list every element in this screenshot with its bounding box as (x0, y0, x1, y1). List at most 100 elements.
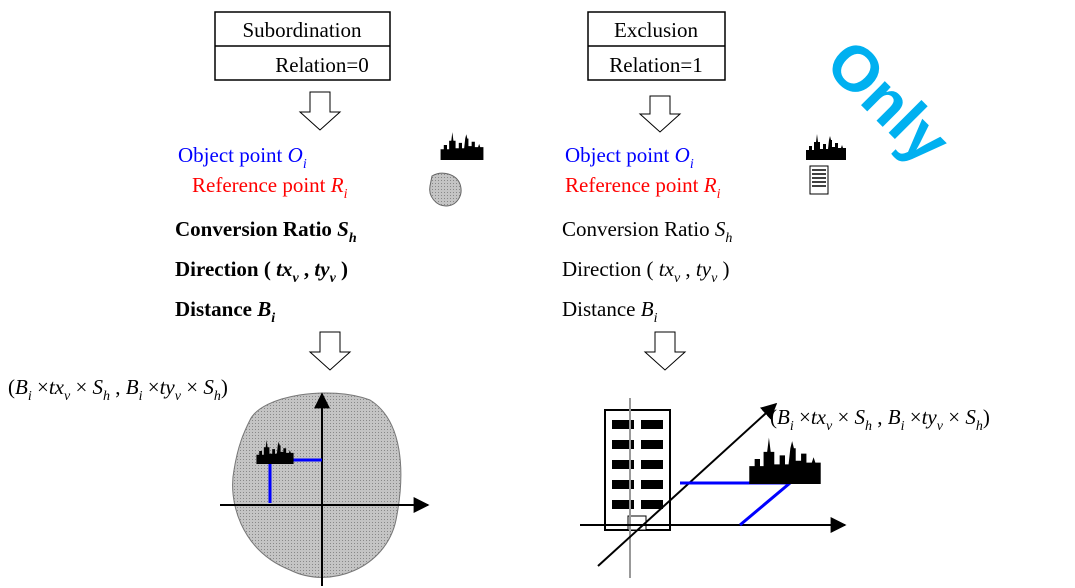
text-run: Reference point (565, 173, 704, 197)
text-run: ty (314, 257, 330, 281)
box-relation: Relation=1 (609, 53, 703, 77)
text-run: Distance (175, 297, 257, 321)
text-run: tx (811, 405, 827, 429)
text-run: B (641, 297, 654, 321)
text-run: Conversion Ratio (175, 217, 337, 241)
text-line: Object point Oi (178, 143, 307, 172)
text-run: S (715, 217, 726, 241)
text-line: Conversion Ratio Sh (175, 217, 357, 246)
subscript: h (865, 419, 872, 434)
box-relation: Relation=0 (275, 53, 369, 77)
down-arrow (638, 95, 682, 133)
text-line: Distance Bi (175, 297, 275, 326)
y-axis (597, 402, 778, 567)
text-run: × (905, 405, 922, 429)
box-title: Subordination (243, 18, 362, 42)
text-run: ( (8, 375, 15, 399)
subscript: v (711, 271, 718, 286)
text-run: × (943, 405, 965, 429)
text-run: Conversion Ratio (562, 217, 715, 241)
subscript: h (976, 419, 983, 434)
text-run: B (256, 297, 271, 321)
text-line: Direction ( txv , tyv ) (562, 257, 730, 286)
text-line: Reference point Ri (565, 173, 721, 202)
text-line: Distance Bi (562, 297, 658, 326)
down-arrow (643, 331, 687, 371)
text-run: ) (717, 257, 729, 281)
text-run: ) (983, 405, 990, 429)
text-run: ty (922, 405, 938, 429)
text-run: ty (160, 375, 176, 399)
text-line: Reference point Ri (192, 173, 348, 202)
text-run: tx (659, 257, 675, 281)
subscript: i (344, 187, 348, 202)
subscript: i (901, 419, 905, 434)
text-run: B (126, 375, 139, 399)
text-run: Reference point (192, 173, 331, 197)
text-run: × (32, 375, 49, 399)
text-run: O (675, 143, 690, 167)
building (604, 409, 671, 531)
subscript: v (674, 271, 681, 286)
subscript: h (214, 389, 221, 404)
subscript: v (330, 271, 337, 286)
text-run: , (110, 375, 126, 399)
text-run: × (794, 405, 811, 429)
subscript: i (790, 419, 794, 434)
subscript: h (103, 389, 110, 404)
text-run: , (299, 257, 315, 281)
subscript: i (271, 311, 275, 326)
subscript: v (826, 419, 833, 434)
subscript: v (937, 419, 944, 434)
text-run: ty (696, 257, 712, 281)
text-run: × (143, 375, 160, 399)
text-line: Object point Oi (565, 143, 694, 172)
down-arrow (298, 91, 342, 131)
text-line: (Bi ×txv × Sh , Bi ×tyv × Sh) (8, 375, 228, 404)
subscript: i (303, 157, 307, 172)
subscript: i (690, 157, 694, 172)
text-run: tx (276, 257, 292, 281)
text-run: B (15, 375, 28, 399)
subscript: h (725, 231, 732, 246)
text-run: B (777, 405, 790, 429)
subscript: i (717, 187, 721, 202)
text-run: ) (336, 257, 348, 281)
city-icon (749, 437, 821, 484)
text-run: , (680, 257, 696, 281)
subscript: v (64, 389, 71, 404)
text-run: B (888, 405, 901, 429)
subscript: i (139, 389, 143, 404)
text-run: S (93, 375, 104, 399)
offset-path (680, 481, 795, 527)
text-run: ( (770, 405, 777, 429)
text-run: O (288, 143, 303, 167)
text-run: Direction ( (562, 257, 659, 281)
city-icon (440, 132, 484, 160)
text-line: (Bi ×txv × Sh , Bi ×tyv × Sh) (770, 405, 990, 434)
text-run: Direction ( (175, 257, 276, 281)
building-icon (809, 165, 829, 195)
text-run: R (703, 173, 717, 197)
subscript: i (654, 311, 658, 326)
text-run: Distance (562, 297, 641, 321)
text-run: Object point (565, 143, 675, 167)
text-line: Direction ( txv , tyv ) (175, 257, 348, 286)
text-run: × (181, 375, 203, 399)
text-run: × (70, 375, 92, 399)
box-title: Exclusion (614, 18, 698, 42)
text-run: S (203, 375, 214, 399)
text-run: , (872, 405, 888, 429)
text-run: S (855, 405, 866, 429)
text-run: tx (49, 375, 65, 399)
text-run: S (337, 217, 349, 241)
subscript: v (292, 271, 299, 286)
text-run: Object point (178, 143, 288, 167)
subscript: v (175, 389, 182, 404)
text-run: R (330, 173, 344, 197)
text-run: S (965, 405, 976, 429)
down-arrow (308, 331, 352, 371)
text-run: × (832, 405, 854, 429)
region-icon (429, 172, 462, 207)
